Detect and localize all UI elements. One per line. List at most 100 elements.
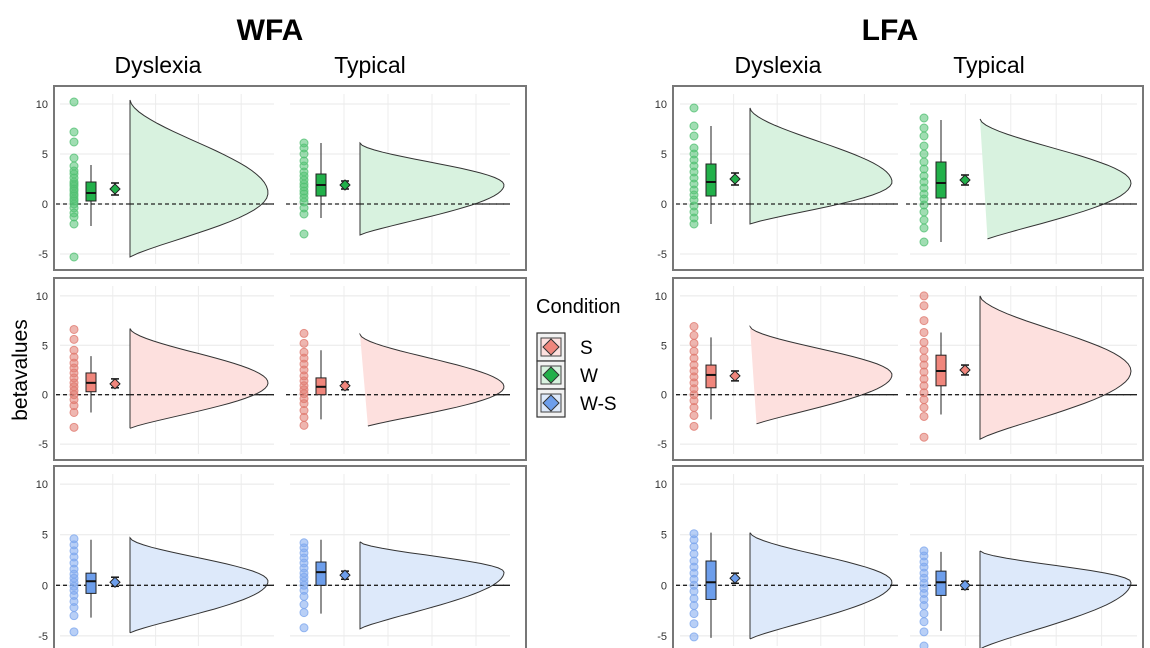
- data-point: [919, 207, 929, 217]
- y-tick-label: -5: [38, 439, 48, 451]
- group-typical: [299, 538, 510, 633]
- data-point: [69, 153, 79, 163]
- mean-marker: [109, 576, 121, 588]
- data-point: [689, 330, 699, 340]
- panel-wfa-w: -5 0 5 10: [36, 85, 527, 271]
- group-dyslexia: [689, 103, 898, 229]
- group-dyslexia: [69, 534, 274, 637]
- panel-lfa-w-s: -5 0 5 10: [655, 465, 1144, 648]
- legend-label-w: W: [580, 366, 598, 387]
- density-half-violin: [749, 107, 893, 225]
- mean-marker: [729, 572, 741, 584]
- data-point: [299, 328, 309, 338]
- data-point: [689, 609, 699, 619]
- data-point: [919, 411, 929, 421]
- mean-marker: [109, 378, 121, 390]
- legend-item-s: S: [536, 332, 593, 362]
- y-tick-label: 10: [36, 99, 48, 111]
- data-point: [69, 324, 79, 334]
- data-point: [919, 345, 929, 355]
- density-half-violin: [129, 328, 269, 429]
- data-point: [689, 410, 699, 420]
- y-tick-label: 5: [661, 340, 667, 352]
- data-point: [919, 627, 929, 637]
- y-tick-label: 0: [42, 199, 48, 211]
- group-typical: [919, 113, 1137, 247]
- panel-lfa-w: -5 0 5 10: [655, 85, 1144, 271]
- density-half-violin: [129, 99, 269, 258]
- data-point: [919, 601, 929, 611]
- group-dyslexia: [69, 324, 274, 432]
- data-point: [919, 113, 929, 123]
- data-point: [69, 407, 79, 417]
- data-point: [69, 127, 79, 137]
- data-point: [299, 608, 309, 618]
- legend-key-diamond: [542, 366, 560, 384]
- mean-marker: [729, 370, 741, 382]
- data-point: [919, 291, 929, 301]
- data-point: [69, 603, 79, 613]
- data-point: [69, 422, 79, 432]
- data-point: [919, 327, 929, 337]
- data-point: [299, 623, 309, 633]
- density-half-violin: [979, 550, 1132, 648]
- region-title-wfa: WFA: [237, 14, 304, 47]
- y-tick-label: 10: [655, 479, 667, 491]
- data-point: [69, 627, 79, 637]
- panel-wfa-s: -5 0 5 10: [36, 277, 527, 461]
- data-point: [299, 338, 309, 348]
- panel-frame: [53, 465, 527, 648]
- col-label-lfa-typical: Typical: [953, 52, 1025, 78]
- group-typical: [299, 328, 510, 430]
- data-point: [919, 223, 929, 233]
- col-label-lfa-dyslexia: Dyslexia: [735, 52, 822, 78]
- group-typical: [919, 291, 1137, 442]
- group-dyslexia: [689, 322, 898, 431]
- data-point: [69, 334, 79, 344]
- data-point: [299, 600, 309, 610]
- mean-marker: [959, 579, 971, 592]
- panel-wfa-w-s: -5 0 5 10: [36, 465, 527, 648]
- data-point: [69, 611, 79, 621]
- legend-key-diamond: [542, 394, 560, 412]
- density-half-violin: [979, 295, 1132, 440]
- y-tick-label: 5: [42, 530, 48, 542]
- y-tick-label: 5: [661, 149, 667, 161]
- data-point: [689, 421, 699, 431]
- data-point: [689, 403, 699, 413]
- data-point: [69, 219, 79, 229]
- mean-marker: [959, 364, 971, 376]
- data-point: [689, 103, 699, 113]
- data-point: [919, 337, 929, 347]
- legend-item-w-s: W-S: [536, 388, 617, 418]
- panel-lfa-s: -5 0 5 10: [655, 277, 1144, 461]
- y-tick-label: 0: [661, 199, 667, 211]
- density-half-violin: [749, 325, 893, 425]
- data-point: [919, 432, 929, 442]
- data-point: [69, 137, 79, 147]
- data-point: [299, 229, 309, 239]
- legend-key-diamond: [542, 338, 560, 356]
- data-point: [299, 591, 309, 601]
- mean-marker: [339, 380, 351, 392]
- data-point: [689, 219, 699, 229]
- box: [315, 561, 327, 586]
- legend-label-w-s: W-S: [580, 394, 617, 415]
- data-point: [919, 123, 929, 133]
- y-tick-label: -5: [38, 631, 48, 643]
- mean-marker: [729, 173, 741, 185]
- y-axis-label: betavalues: [9, 319, 32, 421]
- region-title-lfa: LFA: [862, 14, 919, 47]
- data-point: [689, 338, 699, 348]
- data-point: [69, 97, 79, 107]
- box: [935, 570, 947, 596]
- density-half-violin: [979, 118, 1132, 240]
- group-typical: [919, 546, 1137, 648]
- box: [705, 163, 717, 197]
- legend-label-s: S: [580, 338, 593, 359]
- y-tick-label: 10: [36, 291, 48, 303]
- box: [935, 161, 947, 199]
- y-tick-label: 5: [42, 340, 48, 352]
- data-point: [69, 252, 79, 262]
- y-tick-label: 5: [42, 149, 48, 161]
